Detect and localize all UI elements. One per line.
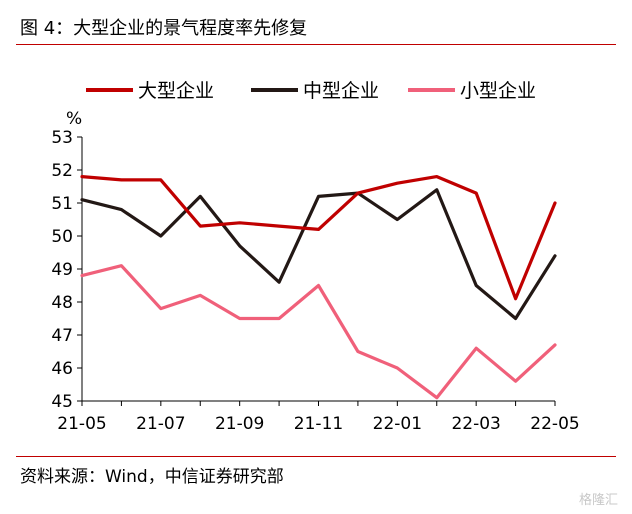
series-line-3 bbox=[80, 264, 557, 400]
y-tick-label: 46 bbox=[51, 359, 73, 379]
watermark: 格隆汇 bbox=[578, 493, 618, 508]
y-tick-label: 47 bbox=[51, 326, 73, 346]
x-tick-label: 21-07 bbox=[136, 414, 185, 434]
x-axis-ticks: 21-05 21-07 21-09 21-11 22-01 22-03 22-05 bbox=[57, 401, 580, 434]
y-tick-label: 52 bbox=[51, 161, 73, 181]
series-line-1 bbox=[80, 175, 557, 301]
legend: 大型企业 中型企业 小型企业 bbox=[86, 80, 536, 102]
y-axis-unit-label: % bbox=[66, 109, 82, 129]
x-tick-label: 21-09 bbox=[215, 414, 264, 434]
x-tick-label: 22-05 bbox=[530, 414, 579, 434]
legend-label: 中型企业 bbox=[303, 80, 379, 102]
series-line-2 bbox=[80, 188, 557, 321]
x-tick-label: 22-03 bbox=[451, 414, 500, 434]
y-tick-label: 53 bbox=[51, 128, 73, 148]
figure-title: 图 4：大型企业的景气程度率先修复 bbox=[20, 18, 308, 39]
y-tick-label: 45 bbox=[51, 392, 73, 412]
y-tick-label: 48 bbox=[51, 293, 73, 313]
x-tick-label: 21-05 bbox=[57, 414, 106, 434]
source-note: 资料来源：Wind，中信证券研究部 bbox=[20, 467, 284, 487]
legend-label: 大型企业 bbox=[138, 80, 214, 102]
x-tick-label: 21-11 bbox=[294, 414, 343, 434]
series-layer bbox=[80, 175, 557, 400]
y-tick-label: 49 bbox=[51, 260, 73, 280]
x-tick-label: 22-01 bbox=[373, 414, 422, 434]
legend-label: 小型企业 bbox=[460, 80, 536, 102]
y-tick-label: 50 bbox=[51, 227, 73, 247]
source-divider bbox=[16, 456, 616, 457]
y-axis-ticks: 45 46 47 48 49 50 51 52 53 bbox=[51, 128, 82, 412]
y-tick-label: 51 bbox=[51, 194, 73, 214]
title-divider bbox=[16, 44, 616, 45]
